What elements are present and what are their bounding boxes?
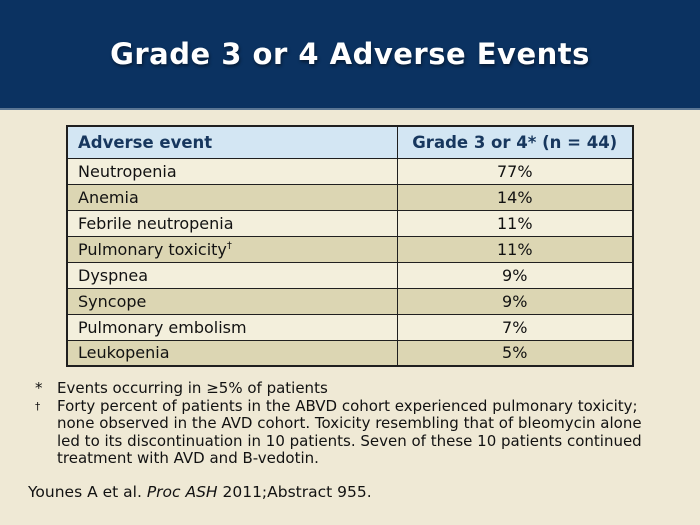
column-header-grade: Grade 3 or 4* (n = 44) (396, 125, 634, 159)
footnotes: * Events occurring in ≥5% of patients † … (35, 379, 665, 468)
adverse-event-name: Syncope (66, 287, 398, 315)
dagger-superscript: † (226, 240, 232, 252)
table-row: Neutropenia 77% (66, 157, 634, 185)
column-header-adverse-event: Adverse event (66, 125, 398, 159)
footnote-dagger: † Forty percent of patients in the ABVD … (35, 396, 665, 468)
slide-body: Adverse event Grade 3 or 4* (n = 44) Neu… (0, 125, 700, 501)
adverse-event-value: 9% (396, 261, 634, 289)
citation: Younes A et al. Proc ASH 2011;Abstract 9… (28, 483, 700, 501)
adverse-event-value: 9% (396, 287, 634, 315)
adverse-event-value: 7% (396, 313, 634, 341)
table-row: Dyspnea 9% (66, 261, 634, 289)
adverse-event-name: Leukopenia (66, 339, 398, 367)
adverse-event-value: 77% (396, 157, 634, 185)
footnote-asterisk-text: Events occurring in ≥5% of patients (57, 379, 328, 397)
title-bar: Grade 3 or 4 Adverse Events (0, 0, 700, 110)
citation-journal: Proc ASH (146, 482, 218, 501)
adverse-event-name: Pulmonary toxicity† (66, 235, 398, 263)
adverse-events-table: Adverse event Grade 3 or 4* (n = 44) Neu… (66, 125, 634, 367)
footnote-asterisk: * Events occurring in ≥5% of patients (35, 379, 665, 398)
table-row: Febrile neutropenia 11% (66, 209, 634, 237)
asterisk-marker: * (35, 379, 43, 397)
adverse-event-name: Pulmonary embolism (66, 313, 398, 341)
table-header-row: Adverse event Grade 3 or 4* (n = 44) (66, 125, 634, 159)
adverse-event-name: Febrile neutropenia (66, 209, 398, 237)
adverse-event-name: Neutropenia (66, 157, 398, 185)
dagger-marker: † (35, 400, 41, 413)
adverse-event-value: 5% (396, 339, 634, 367)
table-row: Pulmonary embolism 7% (66, 313, 634, 341)
table-row: Anemia 14% (66, 183, 634, 211)
footnote-dagger-text: Forty percent of patients in the ABVD co… (57, 396, 642, 467)
table-row: Syncope 9% (66, 287, 634, 315)
table-row: Pulmonary toxicity† 11% (66, 235, 634, 263)
adverse-event-value: 14% (396, 183, 634, 211)
adverse-event-value: 11% (396, 235, 634, 263)
adverse-events-table-body: Neutropenia 77% Anemia 14% Febrile neutropen… (66, 157, 634, 367)
adverse-event-value: 11% (396, 209, 634, 237)
table-row: Leukopenia 5% (66, 339, 634, 367)
adverse-event-name: Dyspnea (66, 261, 398, 289)
citation-authors: Younes A et al. (28, 482, 147, 501)
citation-reference: 2011;Abstract 955. (217, 482, 372, 501)
adverse-event-name: Anemia (66, 183, 398, 211)
page-title: Grade 3 or 4 Adverse Events (110, 37, 590, 71)
